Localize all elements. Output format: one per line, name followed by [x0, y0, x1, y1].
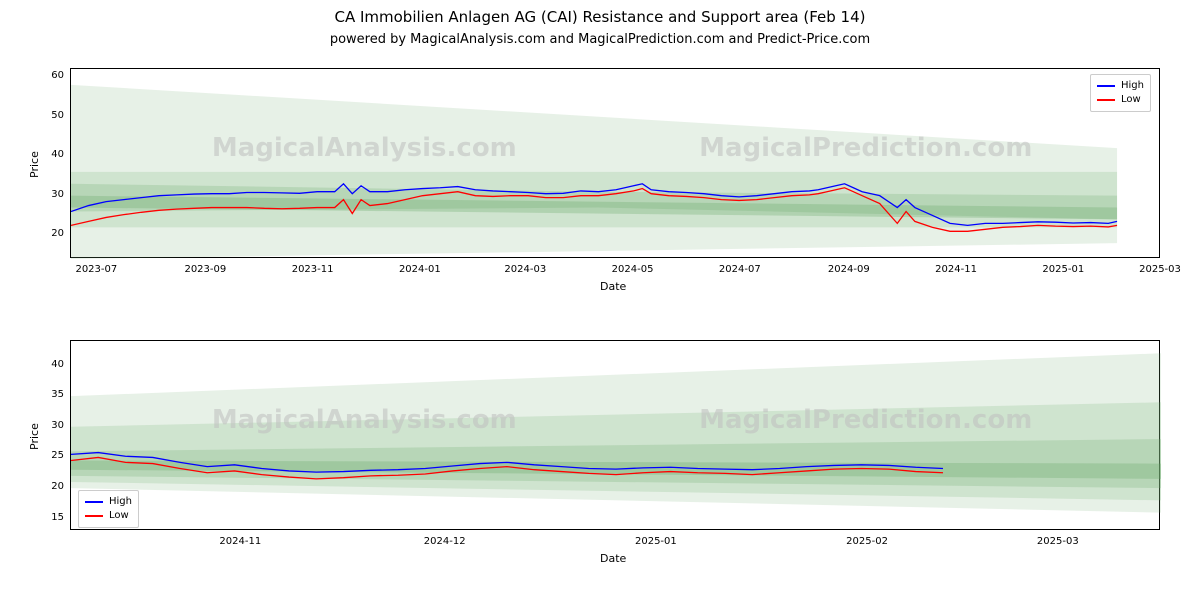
legend: HighLow [78, 490, 139, 528]
xtick-label: 2024-03 [504, 264, 546, 275]
legend-item: Low [1097, 93, 1144, 107]
xtick-label: 2024-12 [424, 536, 466, 547]
legend-item: High [1097, 79, 1144, 93]
xtick-label: 2024-11 [219, 536, 261, 547]
legend-swatch [85, 515, 103, 517]
ytick-label: 15 [51, 512, 64, 523]
xtick-label: 2024-05 [612, 264, 654, 275]
legend-item: High [85, 495, 132, 509]
xtick-label: 2024-09 [828, 264, 870, 275]
chart-panel-bottom [70, 340, 1160, 530]
figure: CA Immobilien Anlagen AG (CAI) Resistanc… [0, 0, 1200, 600]
ytick-label: 50 [51, 110, 64, 121]
xtick-label: 2024-11 [935, 264, 977, 275]
chart-panel-top [70, 68, 1160, 258]
legend-item: Low [85, 509, 132, 523]
ytick-label: 20 [51, 228, 64, 239]
legend-label: High [1121, 79, 1144, 93]
plot-svg [71, 69, 1161, 259]
xtick-label: 2024-07 [719, 264, 761, 275]
chart-subtitle: powered by MagicalAnalysis.com and Magic… [0, 32, 1200, 47]
ytick-label: 40 [51, 149, 64, 160]
ylabel-bottom: Price [28, 423, 41, 450]
ytick-label: 60 [51, 70, 64, 81]
legend-swatch [1097, 85, 1115, 87]
ytick-label: 25 [51, 450, 64, 461]
xtick-label: 2023-09 [184, 264, 226, 275]
legend-swatch [1097, 99, 1115, 101]
xtick-label: 2023-07 [75, 264, 117, 275]
xtick-label: 2025-01 [635, 536, 677, 547]
xlabel-bottom: Date [600, 552, 626, 565]
ytick-label: 35 [51, 389, 64, 400]
legend-label: Low [1121, 93, 1141, 107]
ytick-label: 20 [51, 481, 64, 492]
xtick-label: 2023-11 [292, 264, 334, 275]
legend-swatch [85, 501, 103, 503]
legend-label: High [109, 495, 132, 509]
xtick-label: 2025-03 [1139, 264, 1181, 275]
legend: HighLow [1090, 74, 1151, 112]
xtick-label: 2024-01 [399, 264, 441, 275]
ytick-label: 30 [51, 420, 64, 431]
ytick-label: 40 [51, 359, 64, 370]
support-resistance-band [71, 85, 1117, 259]
chart-title: CA Immobilien Anlagen AG (CAI) Resistanc… [0, 8, 1200, 26]
legend-label: Low [109, 509, 129, 523]
ylabel-top: Price [28, 151, 41, 178]
xtick-label: 2025-01 [1042, 264, 1084, 275]
xtick-label: 2025-03 [1037, 536, 1079, 547]
ytick-label: 30 [51, 189, 64, 200]
plot-svg [71, 341, 1161, 531]
xlabel-top: Date [600, 280, 626, 293]
xtick-label: 2025-02 [846, 536, 888, 547]
